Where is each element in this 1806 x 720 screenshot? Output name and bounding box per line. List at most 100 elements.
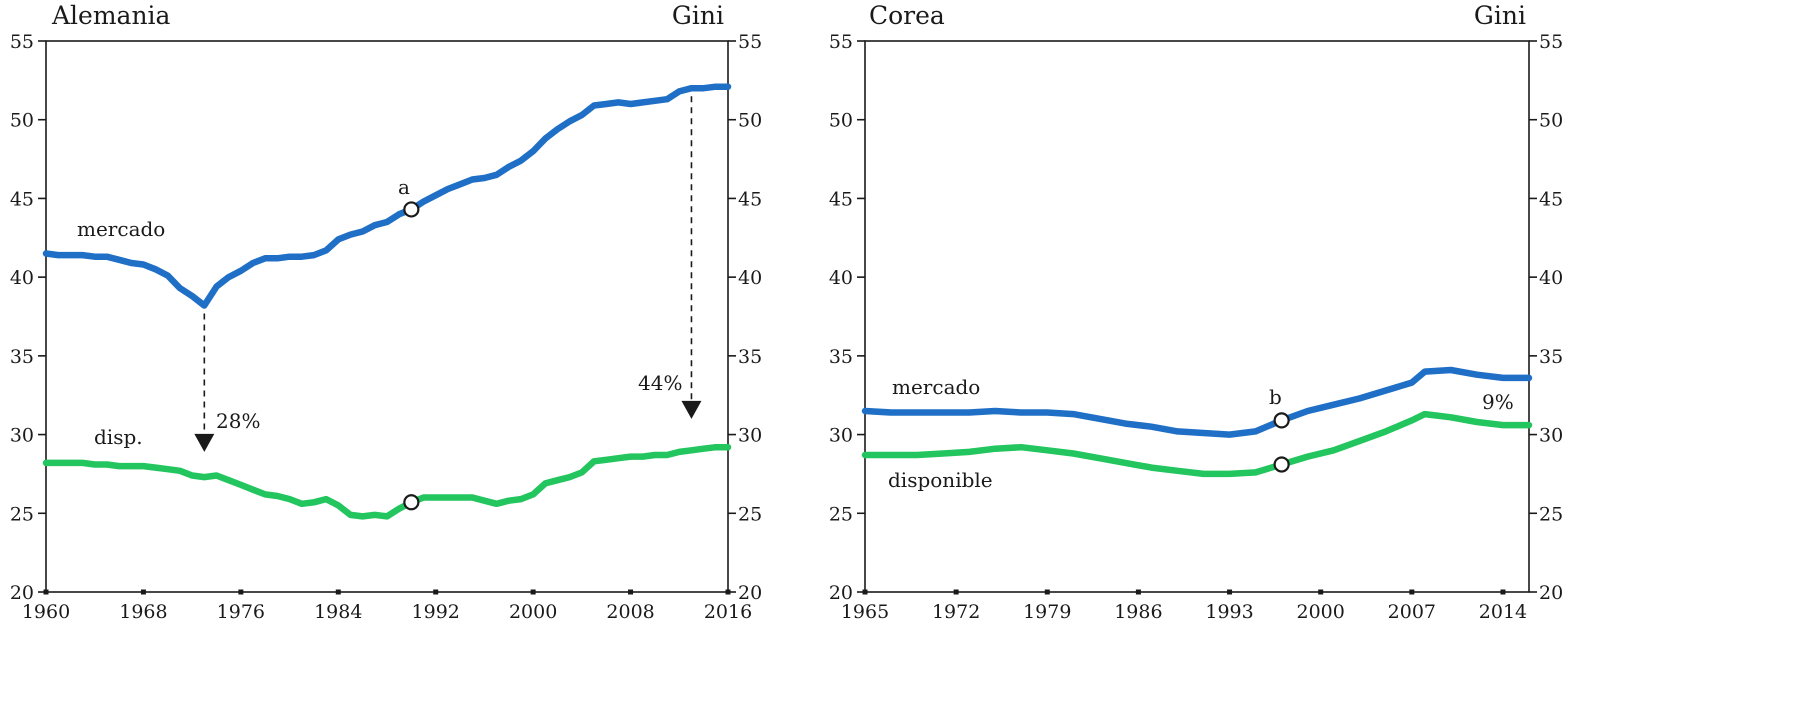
series-line-disponible — [42, 443, 732, 520]
y-tick-label-right: 25 — [1539, 503, 1563, 525]
y-tick-label-left: 25 — [10, 503, 34, 525]
y-tick-label-left: 50 — [829, 110, 853, 132]
chart-title: Alemania — [51, 1, 171, 30]
x-tick-label: 2000 — [1297, 601, 1345, 623]
x-tick — [1409, 589, 1415, 595]
x-tick-label: 2016 — [704, 601, 752, 623]
chart-panel-alemania: Alemania Gini 20 20 25 25 30 30 35 35 40 40 45 45 50… — [10, 1, 762, 623]
y-tick-label-right: 45 — [738, 188, 762, 210]
y-tick-label-left: 20 — [10, 582, 34, 604]
y-tick-label-right: 40 — [738, 267, 762, 289]
y-tick-label-left: 35 — [10, 346, 34, 368]
x-tick — [953, 589, 959, 595]
y-axis-ticks: 20 20 25 25 30 30 35 35 40 40 45 45 50 50 55 55 — [829, 31, 1563, 604]
x-tick — [1318, 589, 1324, 595]
x-tick — [530, 589, 536, 595]
y-tick-label-left: 45 — [829, 188, 853, 210]
disposable-series-label: disp. — [94, 425, 143, 449]
arrow-2013-head — [681, 400, 702, 419]
x-tick-label: 1960 — [22, 601, 70, 623]
chart-panel-corea: Corea Gini 20 20 25 25 30 30 35 35 40 40 45 45 50 50 5… — [829, 1, 1563, 623]
right-axis-title: Gini — [672, 1, 724, 30]
y-tick-label-left: 55 — [829, 31, 853, 53]
x-tick — [1044, 589, 1050, 595]
x-tick — [335, 589, 341, 595]
y-tick-label-left: 25 — [829, 503, 853, 525]
x-tick-label: 2008 — [606, 601, 654, 623]
market-series-label: mercado — [77, 217, 165, 241]
disposable-series-label: disponible — [888, 468, 993, 492]
y-tick-label-right: 30 — [738, 425, 762, 447]
x-tick — [628, 589, 634, 595]
point-label-b: b — [1269, 385, 1282, 409]
y-tick-label-left: 30 — [10, 425, 34, 447]
y-tick-label-left: 35 — [829, 346, 853, 368]
reduction-label-2013: 44% — [638, 371, 682, 395]
arrow-1973-head — [194, 433, 215, 452]
x-tick — [140, 589, 146, 595]
y-tick-label-right: 55 — [1539, 31, 1563, 53]
x-tick — [862, 589, 868, 595]
y-tick-label-right: 45 — [1539, 188, 1563, 210]
right-axis-title: Gini — [1474, 1, 1526, 30]
x-tick — [238, 589, 244, 595]
y-tick-label-right: 55 — [738, 31, 762, 53]
reduction-label-1973: 28% — [216, 409, 260, 433]
y-tick-label-right: 30 — [1539, 425, 1563, 447]
y-tick-label-right: 20 — [738, 582, 762, 604]
plot-frame — [864, 40, 1530, 593]
x-tick-label: 1965 — [841, 601, 889, 623]
x-tick — [1135, 589, 1141, 595]
series-line-mercado — [861, 366, 1533, 438]
x-tick — [1500, 589, 1506, 595]
market-series-label: mercado — [892, 375, 980, 399]
x-tick-label: 2007 — [1388, 601, 1436, 623]
x-tick-label: 1979 — [1023, 601, 1071, 623]
x-tick — [1227, 589, 1233, 595]
x-tick-label: 1976 — [217, 601, 265, 623]
disposable-point-marker — [403, 494, 420, 511]
y-tick-label-right: 35 — [738, 346, 762, 368]
plot-frame — [45, 40, 729, 593]
y-tick-label-right: 40 — [1539, 267, 1563, 289]
chart-title: Corea — [869, 1, 945, 30]
reduction-label: 9% — [1482, 390, 1514, 414]
y-tick-label-left: 40 — [10, 267, 34, 289]
x-axis-ticks: 1965 1972 1979 1986 1993 2000 2007 2014 — [841, 589, 1527, 623]
x-tick-label: 1993 — [1205, 601, 1253, 623]
x-tick — [725, 589, 731, 595]
annotation-layer: mercado disponible b 9% — [888, 375, 1514, 492]
y-tick-label-right: 35 — [1539, 346, 1563, 368]
y-tick-label-right: 50 — [738, 110, 762, 132]
x-tick — [433, 589, 439, 595]
y-tick-label-left: 55 — [10, 31, 34, 53]
x-tick-label: 1986 — [1114, 601, 1162, 623]
y-tick-label-left: 45 — [10, 188, 34, 210]
x-tick-label: 2014 — [1479, 601, 1527, 623]
x-tick-label: 1992 — [412, 601, 460, 623]
series-layer — [42, 83, 732, 520]
annotation-layer: mercado disp. a 28% 44% — [77, 175, 682, 449]
disposable-point-marker — [1273, 456, 1290, 473]
y-tick-label-left: 30 — [829, 425, 853, 447]
market-point-marker — [403, 201, 420, 218]
series-line-mercado — [42, 83, 732, 309]
point-label-a: a — [398, 175, 410, 199]
y-tick-label-left: 20 — [829, 582, 853, 604]
market-point-marker — [1273, 412, 1290, 429]
y-tick-label-left: 40 — [829, 267, 853, 289]
y-tick-label-left: 50 — [10, 110, 34, 132]
x-axis-ticks: 1960 1968 1976 1984 1992 2000 2008 2016 — [22, 589, 752, 623]
y-tick-label-right: 25 — [738, 503, 762, 525]
y-tick-label-right: 50 — [1539, 110, 1563, 132]
x-tick-label: 2000 — [509, 601, 557, 623]
x-tick-label: 1968 — [119, 601, 167, 623]
series-line-disponible — [861, 410, 1533, 478]
y-axis-ticks: 20 20 25 25 30 30 35 35 40 40 45 45 50 50 55 55 — [10, 31, 762, 604]
y-tick-label-right: 20 — [1539, 582, 1563, 604]
x-tick-label: 1984 — [314, 601, 362, 623]
x-tick — [43, 589, 49, 595]
x-tick-label: 1972 — [932, 601, 980, 623]
series-layer — [861, 366, 1533, 478]
